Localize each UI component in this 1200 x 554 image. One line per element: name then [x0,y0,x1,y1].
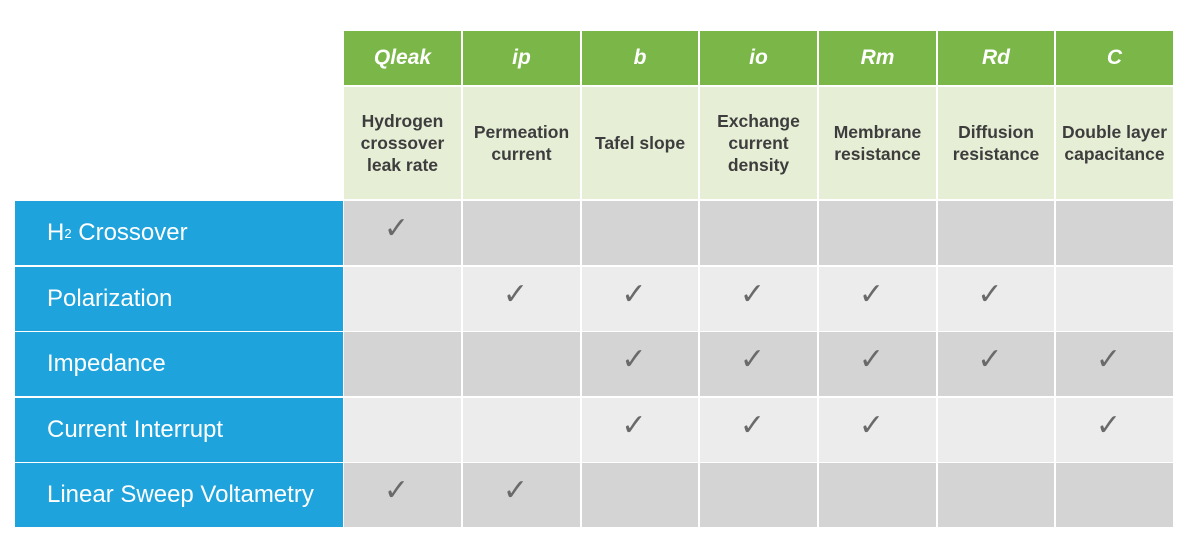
column-code-c: C [1056,31,1173,85]
table-cell: ✓ [938,267,1054,331]
checkmark-icon: ✓ [621,408,647,443]
table-cell: ✓ [938,332,1054,396]
column-description-qleak: Hydrogen crossover leak rate [344,87,461,199]
table-cell [819,201,936,265]
row-label-text: Current Interrupt [47,416,224,443]
table-cell: ✓ [463,267,580,331]
column-description-io: Exchange current density [700,87,817,199]
row-label-rest: Crossover [71,219,188,246]
row-label-text: Linear Sweep Voltametry [47,481,314,508]
table-cell: ✓ [819,398,936,462]
checkmark-icon: ✓ [502,473,529,508]
row-label-subscript: 2 [64,225,72,241]
row-label-4: Linear Sweep Voltametry [15,463,343,527]
table-cell [819,463,936,527]
checkmark-icon: ✓ [858,342,885,377]
column-code-qleak: Qleak [344,31,461,85]
checkmark-icon: ✓ [739,408,766,443]
table-cell: ✓ [819,267,936,331]
checkmark-icon: ✓ [383,211,410,246]
checkmark-icon: ✓ [858,408,885,443]
column-code-rm: Rm [819,31,936,85]
table-cell: ✓ [819,332,936,396]
checkmark-icon: ✓ [739,277,766,312]
checkmark-icon: ✓ [1095,342,1122,377]
table-cell [700,463,817,527]
column-code-ip: ip [463,31,580,85]
table-cell [463,332,580,396]
table-cell: ✓ [582,398,698,462]
row-label-2: Impedance [15,332,343,396]
table-cell: ✓ [344,463,461,527]
checkmark-icon: ✓ [383,473,410,508]
checkmark-icon: ✓ [621,342,647,377]
column-description-ip: Permeation current [463,87,580,199]
checkmark-icon: ✓ [1095,408,1122,443]
column-description-c: Double layer capacitance [1056,87,1173,199]
table-cell [938,398,1054,462]
checkmark-icon: ✓ [621,277,647,312]
table-cell: ✓ [700,332,817,396]
column-code-rd: Rd [938,31,1054,85]
table-cell [1056,267,1173,331]
table-cell: ✓ [463,463,580,527]
table-cell: ✓ [1056,332,1173,396]
column-code-b: b [582,31,698,85]
table-cell: ✓ [582,267,698,331]
table-cell: ✓ [582,332,698,396]
column-code-io: io [700,31,817,85]
table-cell [463,398,580,462]
checkmark-icon: ✓ [977,277,1003,312]
table-cell [1056,201,1173,265]
table-cell [938,201,1054,265]
row-label-1: Polarization [15,267,343,331]
row-label-3: Current Interrupt [15,398,343,462]
table-cell [700,201,817,265]
table-cell [344,332,461,396]
column-description-rm: Membrane resistance [819,87,936,199]
checkmark-icon: ✓ [977,342,1003,377]
table-cell [463,201,580,265]
row-label-main: H [47,219,65,246]
checkmark-icon: ✓ [502,277,529,312]
table-cell: ✓ [700,267,817,331]
column-description-rd: Diffusion resistance [938,87,1054,199]
table-cell [344,267,461,331]
row-label-text: Polarization [47,285,173,312]
checkmark-icon: ✓ [858,277,885,312]
table-cell [344,398,461,462]
table-cell: ✓ [700,398,817,462]
table-cell [582,463,698,527]
checkmark-icon: ✓ [739,342,766,377]
table-cell: ✓ [1056,398,1173,462]
table-cell: ✓ [344,201,461,265]
table-cell [1056,463,1173,527]
table-cell [582,201,698,265]
column-description-b: Tafel slope [582,87,698,199]
row-label-text: Impedance [47,350,166,377]
table-cell [938,463,1054,527]
